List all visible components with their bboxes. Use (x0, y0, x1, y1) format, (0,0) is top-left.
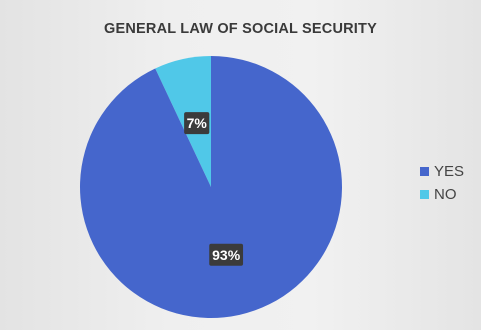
legend-label-yes: YES (434, 163, 465, 180)
data-label-yes: 93% (212, 247, 241, 263)
pie-slice-no (155, 56, 211, 187)
legend: YES NO (420, 160, 464, 206)
data-label-bg-yes (209, 243, 244, 266)
legend-swatch-no (420, 190, 429, 199)
chart-title: GENERAL LAW OF SOCIAL SECURITY (104, 21, 377, 37)
legend-item-yes: YES (420, 160, 464, 183)
data-label-bg-no (184, 112, 210, 135)
legend-item-no: NO (420, 183, 464, 206)
data-label-no: 7% (187, 115, 208, 131)
legend-label-no: NO (434, 186, 457, 203)
legend-swatch-yes (420, 167, 429, 176)
pie-slice-yes (80, 56, 343, 319)
